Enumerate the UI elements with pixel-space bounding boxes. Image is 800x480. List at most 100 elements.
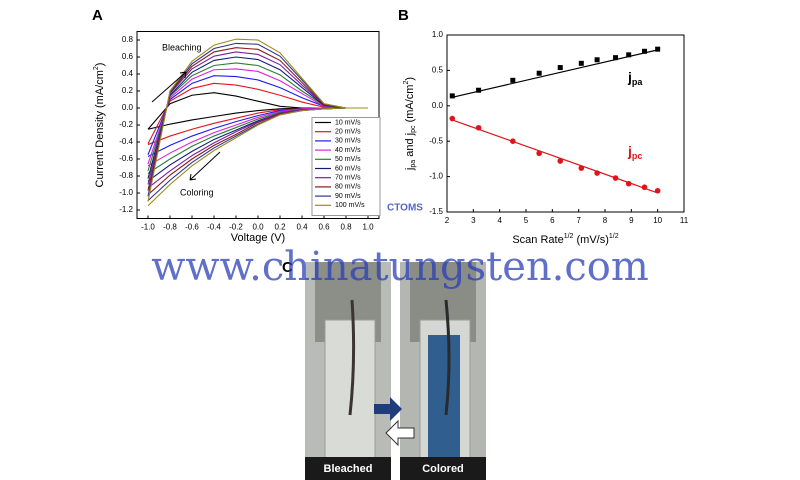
- data-line: [147, 68, 368, 167]
- axis-label: Current Density (mA/cm2): [93, 63, 106, 188]
- y-tick-label: -0.6: [119, 154, 133, 163]
- panel-label: B: [398, 7, 409, 24]
- legend-label: 20 mV/s: [335, 129, 361, 136]
- arrow-bleaching: [385, 419, 415, 447]
- photo-bleached: [305, 262, 391, 480]
- y-tick-label: 0.0: [432, 101, 444, 110]
- annotation: Coloring: [180, 187, 214, 197]
- x-tick-label: 4: [497, 216, 502, 225]
- watermark: www.chinatungsten.com: [151, 244, 649, 290]
- y-tick-label: -1.0: [429, 172, 443, 181]
- data-line: [147, 47, 368, 196]
- fit-line: [452, 119, 658, 194]
- legend-label: 80 mV/s: [335, 184, 361, 191]
- superscript: 1/2: [564, 233, 574, 240]
- label-part: Current Density (mA/cm: [94, 70, 106, 187]
- legend-label: 30 mV/s: [335, 138, 361, 145]
- x-tick-label: 7: [576, 216, 581, 225]
- point: [626, 52, 632, 58]
- series-name: j: [627, 69, 632, 85]
- x-tick-label: -1.0: [141, 223, 155, 232]
- x-tick-label: 0.4: [296, 223, 308, 232]
- superscript: 1/2: [609, 233, 619, 240]
- y-tick-label: -0.5: [429, 136, 443, 145]
- x-tick-label: 0.6: [318, 223, 330, 232]
- point: [557, 158, 564, 164]
- legend-label: 70 mV/s: [335, 175, 361, 182]
- point: [449, 93, 455, 99]
- y-tick-label: -0.2: [119, 120, 133, 129]
- y-tick-label: -1.5: [429, 207, 443, 216]
- annotation-arrow: [151, 71, 187, 103]
- series-name: j: [627, 143, 632, 159]
- point: [654, 187, 661, 194]
- y-tick-label: 0.2: [122, 86, 134, 95]
- point: [476, 87, 482, 93]
- label-part: Scan Rate: [512, 234, 563, 246]
- photo-colored: [400, 262, 486, 480]
- point: [625, 180, 632, 187]
- point: [536, 150, 542, 157]
- superscript: 2: [93, 66, 100, 70]
- legend-label: 50 mV/s: [335, 156, 361, 163]
- point: [613, 55, 619, 61]
- annotation-arrow: [189, 151, 221, 181]
- y-tick-label: 0.0: [122, 103, 134, 112]
- series-subscript: pc: [632, 151, 643, 161]
- x-tick-label: 1.0: [362, 223, 374, 232]
- legend-box: [311, 117, 381, 216]
- plot-frame: [446, 34, 685, 213]
- x-tick-label: 0.0: [252, 223, 264, 232]
- point: [642, 48, 647, 54]
- x-tick-label: 6: [550, 216, 555, 225]
- data-line: [147, 75, 368, 157]
- photo-caption: Bleached: [324, 463, 373, 475]
- subscript: pc: [410, 125, 417, 133]
- x-tick-label: 5: [524, 216, 529, 225]
- series-subscript: pa: [632, 77, 643, 87]
- legend-label: 10 mV/s: [335, 119, 361, 126]
- point: [557, 65, 563, 71]
- y-tick-label: 0.6: [122, 52, 134, 61]
- y-tick-label: -0.4: [119, 137, 133, 146]
- point: [641, 184, 648, 191]
- panel-label: C: [282, 259, 293, 276]
- label-part: (mV/s): [573, 234, 608, 246]
- data-line: [147, 42, 368, 202]
- data-line: [147, 51, 368, 189]
- watermark-logo: CTOMS: [387, 203, 423, 214]
- subscript: pa: [410, 160, 417, 168]
- series-label: jpc: [627, 143, 642, 162]
- y-tick-label: 0.8: [122, 35, 134, 44]
- x-tick-label: 9: [629, 216, 634, 225]
- data-line: [147, 62, 368, 174]
- x-tick-label: 2: [445, 216, 450, 225]
- y-tick-label: 0.5: [432, 66, 444, 75]
- point: [578, 165, 585, 171]
- x-tick-label: 0.2: [274, 223, 286, 232]
- y-tick-label: -0.8: [119, 171, 133, 180]
- panel-label: A: [92, 7, 103, 24]
- x-tick-label: -0.2: [229, 223, 243, 232]
- data-line: [147, 56, 368, 182]
- axis-label: Scan Rate1/2 (mV/s)1/2: [512, 233, 618, 246]
- label-part: ): [94, 63, 106, 67]
- x-tick-label: -0.6: [185, 223, 199, 232]
- point: [510, 77, 516, 83]
- data-line: [147, 82, 368, 146]
- legend-label: 100 mV/s: [335, 202, 365, 209]
- axis-label: jpa and jpc (mA/cm2): [403, 77, 417, 171]
- point: [475, 124, 482, 131]
- label-part: Voltage (V): [231, 232, 285, 244]
- series-label: jpa: [627, 69, 643, 88]
- y-tick-label: -1.2: [119, 205, 133, 214]
- x-tick-label: 0.8: [340, 223, 352, 232]
- superscript: 2: [403, 81, 410, 85]
- photo-caption: Colored: [422, 463, 464, 475]
- x-tick-label: 3: [471, 216, 476, 225]
- legend-label: 90 mV/s: [335, 193, 361, 200]
- y-tick-label: 0.4: [122, 69, 134, 78]
- point: [655, 46, 661, 52]
